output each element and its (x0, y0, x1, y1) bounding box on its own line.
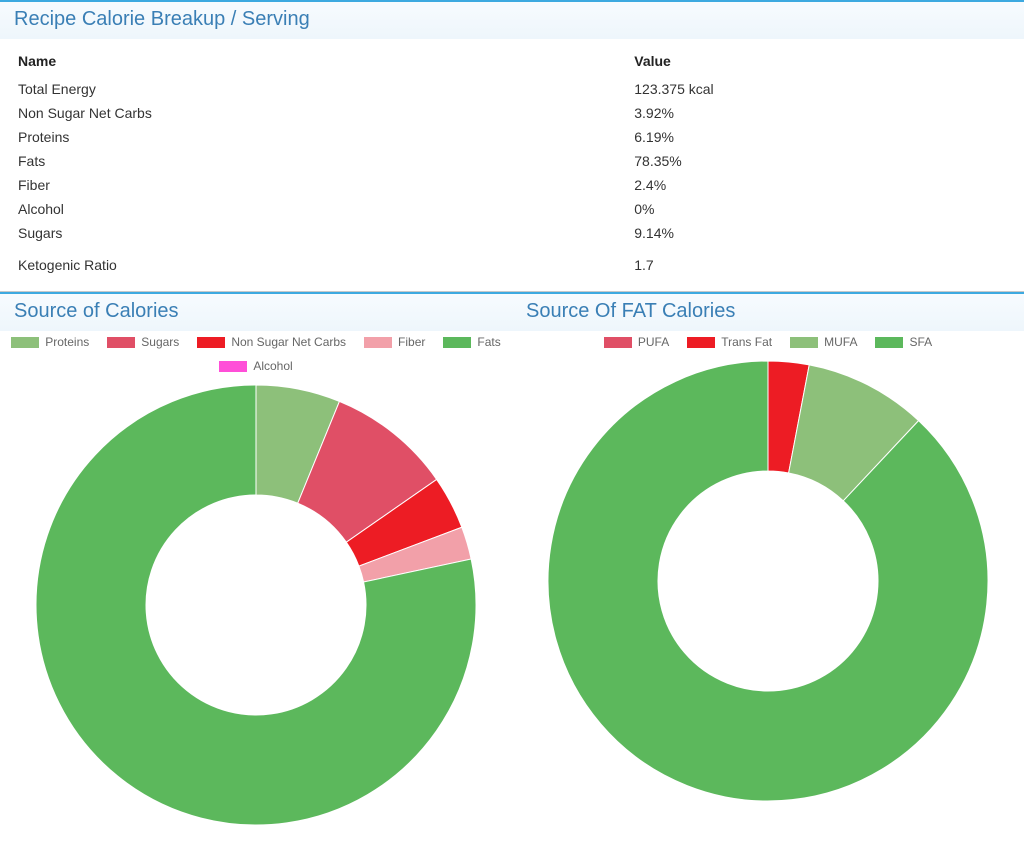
legend-item: Fats (443, 335, 500, 349)
legend-label: Alcohol (253, 359, 292, 373)
cell-value: 2.4% (630, 173, 1010, 197)
source-of-calories-title: Source of Calories (14, 300, 498, 323)
legend-swatch (875, 337, 903, 348)
legend-label: SFA (909, 335, 932, 349)
legend-label: Proteins (45, 335, 89, 349)
cell-name: Ketogenic Ratio (14, 253, 630, 277)
legend-swatch (790, 337, 818, 348)
legend-swatch (604, 337, 632, 348)
panel-header: Recipe Calorie Breakup / Serving (0, 2, 1024, 39)
cell-value: 1.7 (630, 253, 1010, 277)
legend-label: Sugars (141, 335, 179, 349)
legend-swatch (107, 337, 135, 348)
source-of-calories-panel: Source of Calories Proteins Sugars Non Sug… (0, 292, 512, 829)
legend-label: Trans Fat (721, 335, 772, 349)
cell-name: Proteins (14, 125, 630, 149)
source-of-calories-donut-wrap (0, 375, 512, 829)
legend-item: MUFA (790, 335, 857, 349)
charts-row: Source of Calories Proteins Sugars Non Sug… (0, 292, 1024, 829)
legend-item: PUFA (604, 335, 669, 349)
source-of-fat-donut-wrap (512, 351, 1024, 805)
cell-name: Fats (14, 149, 630, 173)
source-of-calories-legend: Proteins Sugars Non Sugar Net Carbs Fiber Fa… (0, 331, 512, 375)
col-value: Value (630, 47, 1010, 77)
cell-name: Alcohol (14, 197, 630, 221)
panel-header: Source Of FAT Calories (512, 294, 1024, 331)
table-row-footer: Ketogenic Ratio 1.7 (14, 253, 1010, 277)
legend-label: PUFA (638, 335, 669, 349)
legend-item: Proteins (11, 335, 89, 349)
calorie-breakup-table-wrap: Name Value Total Energy 123.375 kcal Non… (0, 39, 1024, 291)
legend-swatch (11, 337, 39, 348)
table-row: Fiber 2.4% (14, 173, 1010, 197)
spacer-row (14, 245, 1010, 253)
legend-label: Fiber (398, 335, 425, 349)
table-row: Proteins 6.19% (14, 125, 1010, 149)
cell-value: 0% (630, 197, 1010, 221)
calorie-breakup-panel: Recipe Calorie Breakup / Serving Name Va… (0, 0, 1024, 292)
table-row: Fats 78.35% (14, 149, 1010, 173)
cell-value: 3.92% (630, 101, 1010, 125)
cell-value: 6.19% (630, 125, 1010, 149)
legend-item: SFA (875, 335, 932, 349)
cell-name: Fiber (14, 173, 630, 197)
cell-value: 123.375 kcal (630, 77, 1010, 101)
table-row: Total Energy 123.375 kcal (14, 77, 1010, 101)
cell-name: Total Energy (14, 77, 630, 101)
donut-slice (548, 361, 988, 801)
source-of-fat-legend: PUFA Trans Fat MUFA SFA (512, 331, 1024, 351)
source-of-calories-donut (32, 381, 480, 829)
table-row: Sugars 9.14% (14, 221, 1010, 245)
legend-item: Non Sugar Net Carbs (197, 335, 346, 349)
panel-header: Source of Calories (0, 294, 512, 331)
col-name: Name (14, 47, 630, 77)
legend-item: Trans Fat (687, 335, 772, 349)
legend-item: Fiber (364, 335, 425, 349)
legend-swatch (219, 361, 247, 372)
legend-swatch (197, 337, 225, 348)
legend-swatch (443, 337, 471, 348)
calorie-breakup-table: Name Value Total Energy 123.375 kcal Non… (14, 47, 1010, 277)
legend-item: Alcohol (219, 359, 292, 373)
table-row: Non Sugar Net Carbs 3.92% (14, 101, 1010, 125)
cell-value: 78.35% (630, 149, 1010, 173)
legend-swatch (687, 337, 715, 348)
source-of-fat-donut (544, 357, 992, 805)
table-row: Alcohol 0% (14, 197, 1010, 221)
legend-label: Fats (477, 335, 500, 349)
cell-name: Non Sugar Net Carbs (14, 101, 630, 125)
legend-swatch (364, 337, 392, 348)
legend-label: Non Sugar Net Carbs (231, 335, 346, 349)
source-of-fat-panel: Source Of FAT Calories PUFA Trans Fat MUFA… (512, 292, 1024, 829)
cell-value: 9.14% (630, 221, 1010, 245)
cell-name: Sugars (14, 221, 630, 245)
calorie-breakup-title: Recipe Calorie Breakup / Serving (14, 8, 1010, 31)
source-of-fat-title: Source Of FAT Calories (526, 300, 1010, 323)
legend-item: Sugars (107, 335, 179, 349)
legend-label: MUFA (824, 335, 857, 349)
